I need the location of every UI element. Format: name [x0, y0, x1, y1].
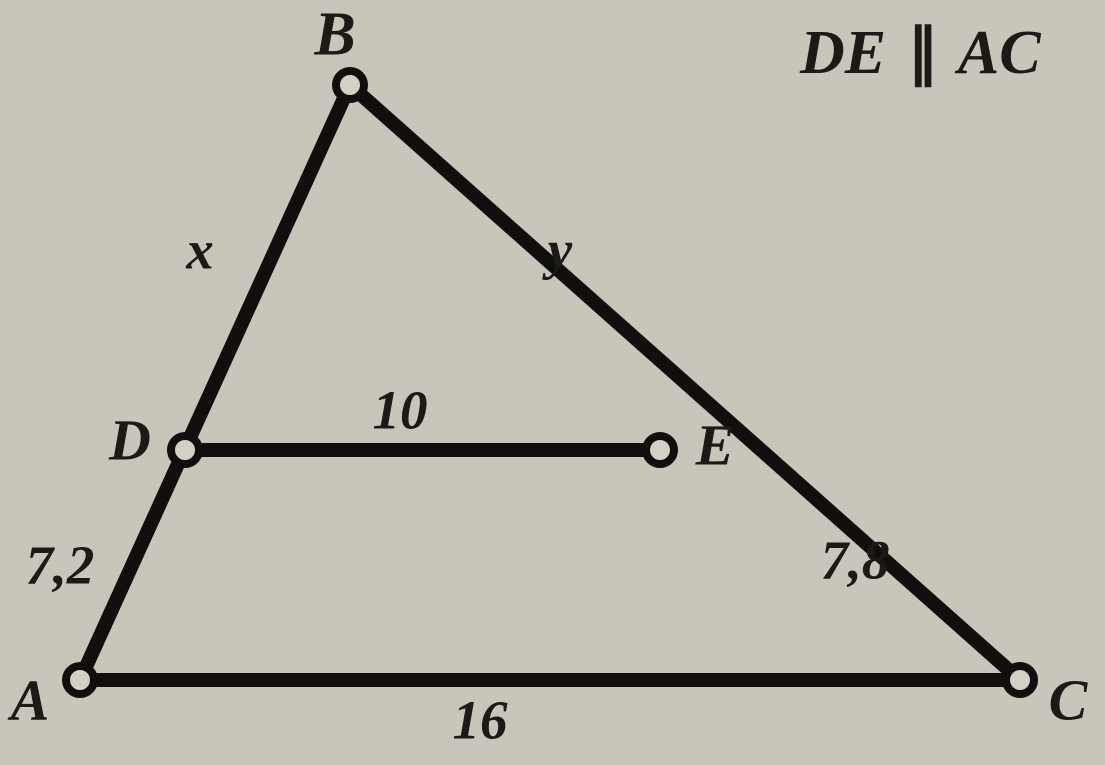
edge-label-x: x: [186, 219, 214, 282]
vertex-label-a: A: [11, 667, 50, 734]
vertex-D: [171, 436, 199, 464]
condition-left: DE: [800, 19, 886, 87]
vertex-C: [1006, 666, 1034, 694]
edge-BC: [350, 85, 1020, 680]
edge-label-ac: 16: [453, 689, 508, 752]
vertex-B: [336, 71, 364, 99]
vertex-label-c: C: [1049, 667, 1088, 734]
edge-label-da: 7,2: [26, 534, 95, 597]
edge-label-ec: 7,8: [821, 529, 890, 592]
vertex-label-e: E: [696, 412, 735, 479]
edge-label-de: 10: [373, 379, 428, 442]
vertex-E: [646, 436, 674, 464]
parallel-condition: DE ∥ AC: [800, 15, 1041, 89]
vertex-A: [66, 666, 94, 694]
edge-AB: [80, 85, 350, 680]
edge-label-y: y: [548, 219, 572, 282]
condition-right: AC: [958, 19, 1041, 87]
vertex-label-d: D: [109, 407, 151, 474]
diagram-svg: [0, 0, 1105, 765]
vertex-label-b: B: [314, 0, 355, 71]
parallel-icon: ∥: [902, 19, 945, 87]
geometry-diagram: A B C D E x y 10 7,2 7,8 16 DE ∥ AC: [0, 0, 1105, 765]
